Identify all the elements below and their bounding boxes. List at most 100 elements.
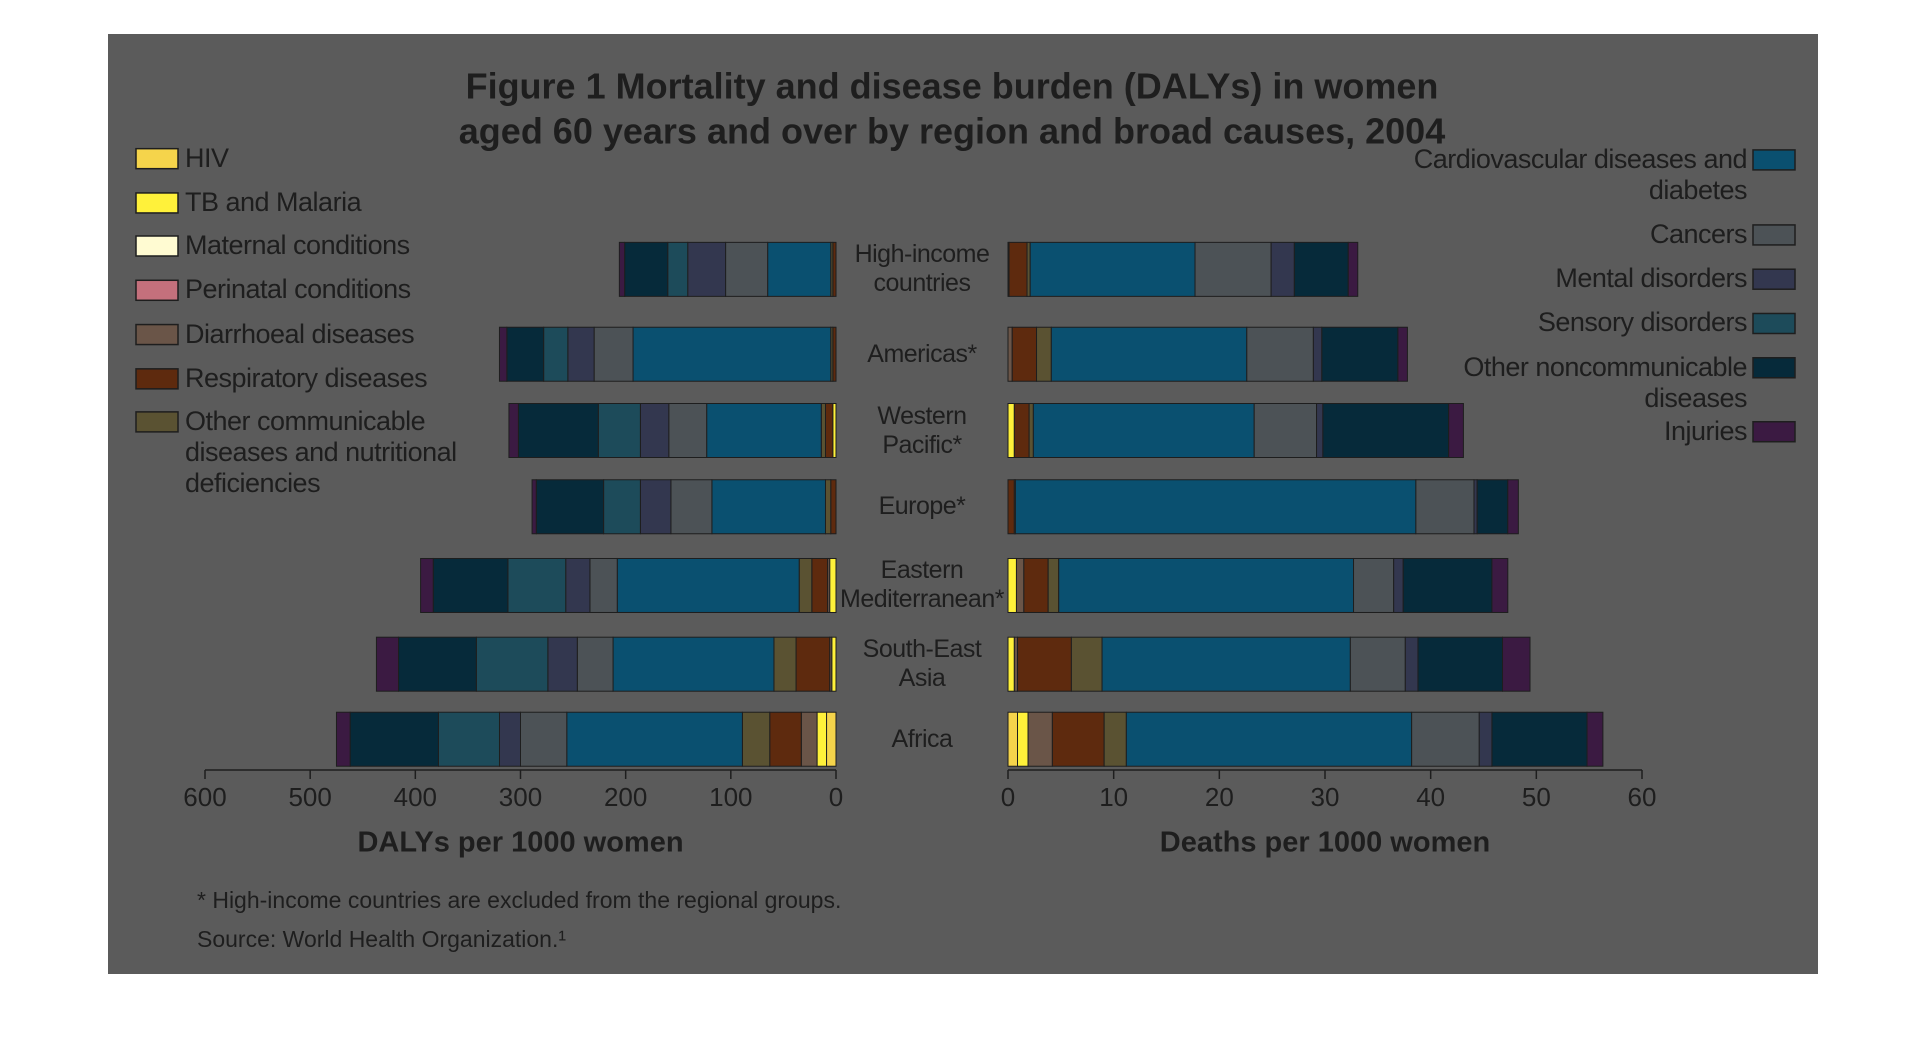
bar-segment xyxy=(1051,711,1105,767)
bar-segment xyxy=(667,241,689,297)
category-label: Eastern Mediterranean* xyxy=(840,556,1004,614)
bar-segment xyxy=(1347,241,1359,297)
bar-segment xyxy=(520,711,568,767)
category-label: South-East Asia xyxy=(862,635,982,693)
bar-segment xyxy=(711,479,826,535)
x-tick-label: 0 xyxy=(1001,782,1015,812)
bar-segment xyxy=(508,403,519,458)
bar-segment xyxy=(1015,557,1025,613)
bar-segment xyxy=(1032,403,1255,458)
legend-swatch xyxy=(1752,268,1796,290)
bar-segment xyxy=(624,241,669,297)
bar-segment xyxy=(1103,711,1127,767)
bar-segment xyxy=(1491,711,1588,767)
bar-segment xyxy=(566,711,743,767)
bar-segment xyxy=(1293,241,1349,297)
bar-segment xyxy=(795,636,831,692)
bar-segment xyxy=(543,326,569,382)
bar-segment xyxy=(1007,326,1013,382)
x-tick-label: 40 xyxy=(1416,782,1445,812)
bar-segment xyxy=(506,326,545,382)
bar-segment xyxy=(1270,241,1295,297)
footnote: * High-income countries are excluded fro… xyxy=(197,887,841,913)
x-tick-label: 0 xyxy=(829,782,843,812)
bar-segment xyxy=(1415,479,1475,535)
bar-segment xyxy=(1058,557,1355,613)
bar-segment xyxy=(1011,326,1038,382)
x-tick-label: 600 xyxy=(183,782,226,812)
bar-segment xyxy=(1411,711,1480,767)
legend-swatch xyxy=(1752,357,1796,379)
bar-segment xyxy=(420,557,434,613)
bar-segment xyxy=(618,241,626,297)
bar-segment xyxy=(1507,479,1519,535)
bar-segment xyxy=(432,557,509,613)
bar-segment xyxy=(773,636,797,692)
bar-segment xyxy=(829,557,837,613)
bar-segment xyxy=(824,403,834,458)
bar-segment xyxy=(1008,241,1028,297)
background xyxy=(108,34,1818,974)
x-tick-label: 60 xyxy=(1628,782,1657,812)
bar-segment xyxy=(1027,711,1053,767)
bar-segment xyxy=(824,479,832,535)
bar-segment xyxy=(576,636,614,692)
bar-segment xyxy=(398,636,477,692)
bar-segment xyxy=(811,557,829,613)
bar-segment xyxy=(1029,241,1196,297)
x-tick-label: 500 xyxy=(288,782,331,812)
legend-swatch xyxy=(135,279,179,302)
legend-label: Cardiovascular diseases and diabetes xyxy=(1413,143,1748,205)
bar-segment xyxy=(1448,403,1464,458)
bar-segment xyxy=(1070,636,1103,692)
bar-segment xyxy=(820,403,826,458)
chart-title: Figure 1 Mortality and disease burden (D… xyxy=(466,66,1439,107)
legend-swatch xyxy=(135,368,179,390)
bar-segment xyxy=(1007,479,1015,535)
bar-segment xyxy=(1028,403,1034,458)
bar-segment xyxy=(1402,557,1493,613)
bar-segment xyxy=(603,479,641,535)
bar-segment xyxy=(1007,557,1017,613)
bar-segment xyxy=(498,326,508,382)
bar-segment xyxy=(1125,711,1413,767)
bar-segment xyxy=(639,403,670,458)
bar-segment xyxy=(1007,636,1015,692)
bar-segment xyxy=(475,636,549,692)
bar-segment xyxy=(1476,479,1509,535)
legend-label: Mental disorders xyxy=(1555,263,1747,294)
bar-segment xyxy=(517,403,599,458)
bar-segment xyxy=(668,403,708,458)
legend-label: Other communicable diseases and nutritio… xyxy=(185,405,457,498)
bar-segment xyxy=(1478,711,1493,767)
bar-segment xyxy=(687,241,727,297)
bar-segment xyxy=(767,241,832,297)
bar-segment xyxy=(1014,479,1417,535)
bar-segment xyxy=(1322,403,1450,458)
legend-swatch xyxy=(135,411,179,433)
bar-segment xyxy=(1321,326,1399,382)
bar-segment xyxy=(1316,403,1324,458)
x-tick-label: 10 xyxy=(1099,782,1128,812)
category-label: Africa xyxy=(891,724,953,753)
legend-swatch xyxy=(135,192,179,214)
category-label: Americas* xyxy=(867,339,977,368)
bar-segment xyxy=(798,557,813,613)
bar-segment xyxy=(1007,403,1015,458)
bar-segment xyxy=(1353,557,1395,613)
legend-label: TB and Malaria xyxy=(185,186,362,217)
legend-label: Injuries xyxy=(1663,415,1748,446)
legend-swatch xyxy=(1752,312,1796,335)
bar-segment xyxy=(1586,711,1604,767)
bar-segment xyxy=(335,711,351,767)
legend-swatch xyxy=(1752,224,1796,246)
bar-segment xyxy=(616,557,800,613)
bar-segment xyxy=(1050,326,1248,382)
bar-segment xyxy=(725,241,769,297)
legend-swatch xyxy=(1752,149,1796,171)
bar-segment xyxy=(565,557,591,613)
bar-segment xyxy=(830,479,837,535)
category-label: Europe* xyxy=(878,492,966,521)
legend-swatch xyxy=(135,235,179,257)
x-tick-label: 100 xyxy=(709,782,752,812)
